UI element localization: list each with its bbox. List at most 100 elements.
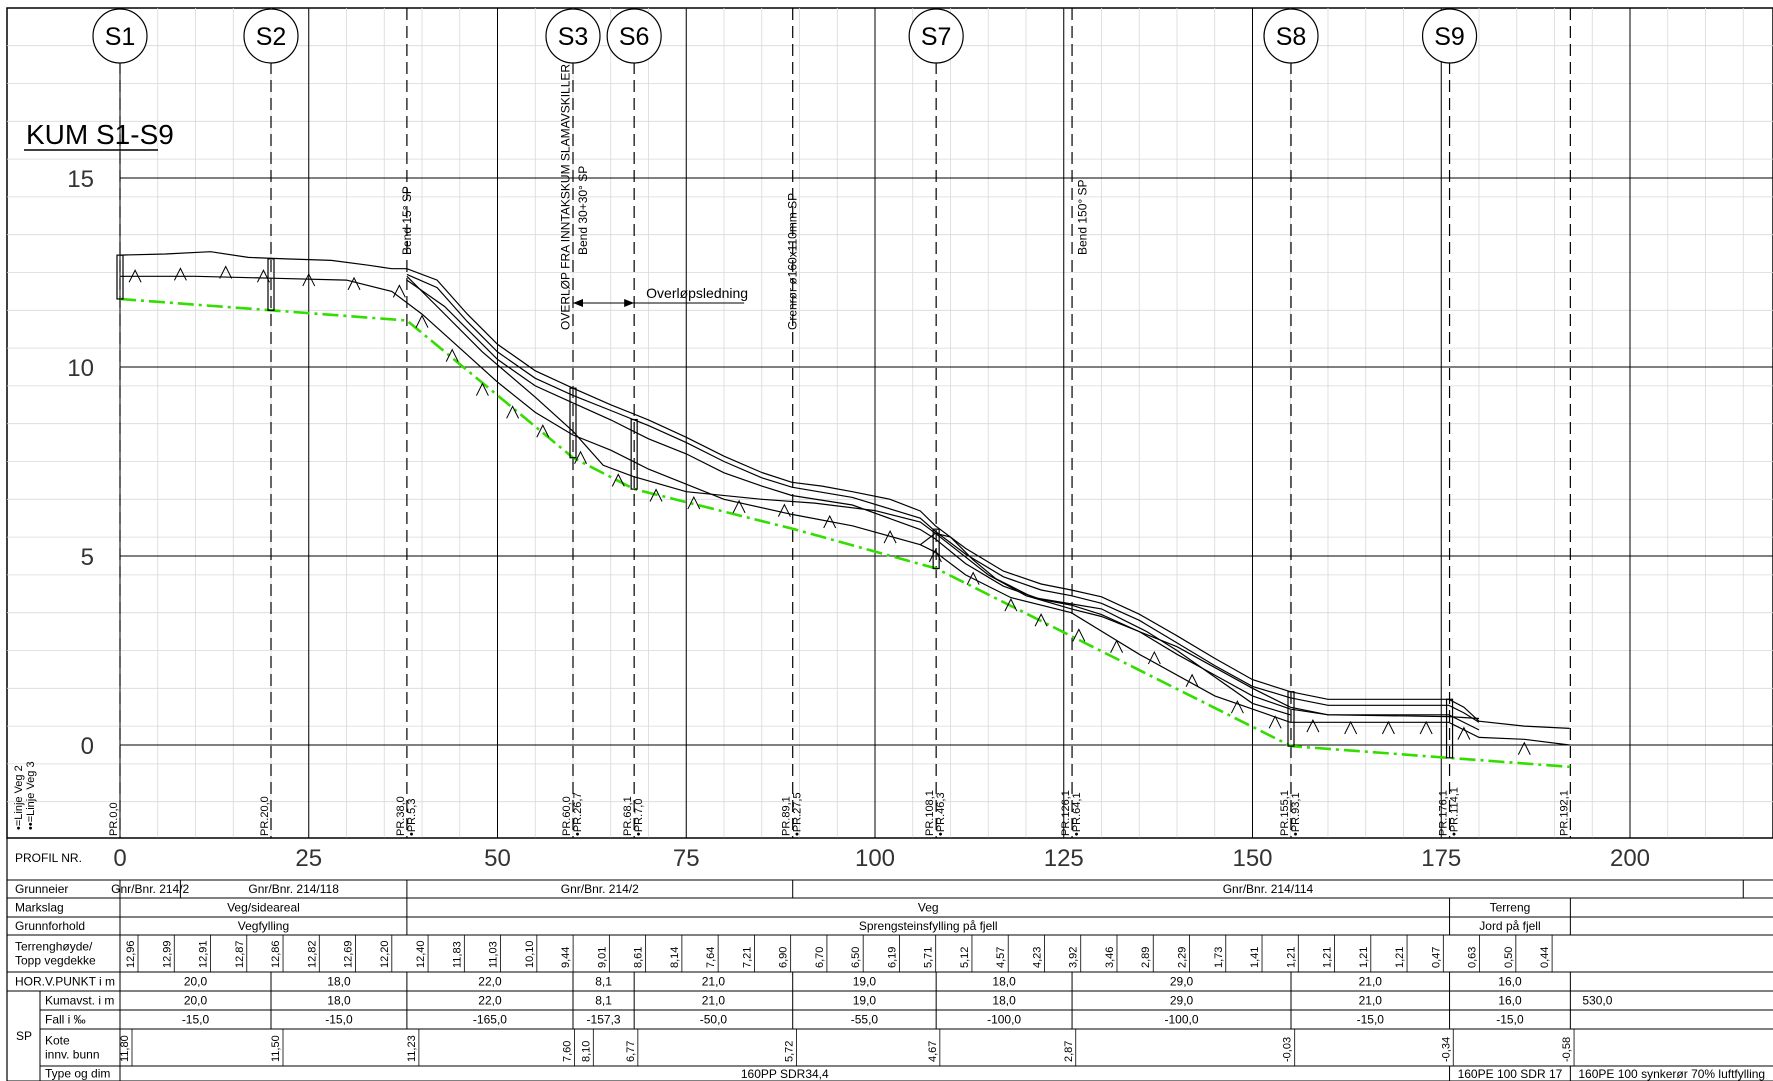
terrain-value: 6,50 — [850, 947, 862, 968]
fill-hatch-mark — [475, 382, 489, 396]
kote-value: 11,50 — [270, 1035, 282, 1062]
fall-cell: -55,0 — [851, 1013, 879, 1027]
manhole-circle — [545, 8, 601, 64]
profile-point-label: PR.60,0 — [561, 796, 573, 836]
kumavst-cell: 8,1 — [595, 994, 612, 1008]
terrain-value: 12,82 — [306, 940, 318, 968]
terrain-value: 0,63 — [1467, 947, 1479, 968]
table-row-label: Kote — [45, 1034, 70, 1048]
fill-hatch-mark — [611, 473, 625, 487]
table-row-label: Type og dim — [45, 1067, 110, 1081]
terrain-value: 12,91 — [198, 940, 210, 968]
grunnforhold-cell: Vegfylling — [238, 919, 289, 933]
fill-hatch-mark — [1110, 639, 1124, 653]
manhole-body — [1287, 691, 1295, 747]
kote-value: -0,34 — [1440, 1037, 1452, 1062]
terrain-value: 4,23 — [1031, 947, 1043, 968]
series-road-surface — [119, 251, 1570, 729]
fill-hatch-mark — [649, 488, 663, 502]
terrain-value: 3,46 — [1104, 947, 1116, 968]
manhole-label: S6 — [619, 23, 650, 51]
fill-hatch-mark — [1344, 720, 1358, 735]
series-sub-layer-1 — [120, 275, 1570, 746]
terrain-value: 1,21 — [1358, 947, 1370, 968]
profile-point-label: PR.108,1 — [924, 790, 936, 836]
terrain-value: 1,21 — [1285, 947, 1297, 968]
table-row-label: Fall i ‰ — [45, 1013, 86, 1027]
hor-v-punkt-cell: 18,0 — [327, 975, 351, 989]
kote-value: 11,23 — [406, 1035, 418, 1062]
terrain-value: 12,40 — [415, 940, 427, 968]
series-terrain-existing — [919, 532, 1291, 716]
terrain-value: 12,96 — [125, 940, 137, 968]
kote-value: -0,03 — [1282, 1037, 1294, 1062]
markslag-cell: Veg — [918, 901, 939, 915]
fill-hatch-mark — [536, 424, 550, 438]
kote-value: 2,87 — [1063, 1041, 1075, 1062]
x-tick-label: 0 — [113, 845, 126, 872]
fill-hatch-mark — [219, 265, 233, 279]
profile-point-label: •PR.27,5 — [792, 792, 804, 836]
kote-value: 6,77 — [625, 1041, 637, 1062]
fall-cell: -15,0 — [325, 1013, 353, 1027]
profile-point-label: PR.176,1 — [1438, 790, 1450, 836]
terrain-value: 2,89 — [1140, 947, 1152, 968]
x-tick-label: 200 — [1610, 845, 1650, 872]
table-row-label: Terrenghøyde/ — [15, 940, 93, 954]
manhole-body — [569, 387, 577, 459]
kumavst-cell: 20,0 — [184, 994, 208, 1008]
grunneier-cell: Gnr/Bnr. 214/2 — [561, 882, 639, 896]
legend-line: •=Linje Veg 2 — [13, 765, 25, 830]
series-road-layer-3 — [406, 279, 1480, 731]
terrain-value: 7,64 — [705, 947, 717, 968]
fill-hatch-mark — [687, 495, 701, 510]
fill-hatch-mark — [574, 450, 587, 464]
kumavst-cell: 21,0 — [702, 994, 726, 1008]
terrain-value: 1,73 — [1213, 947, 1225, 968]
series-road-layer-2 — [406, 273, 1480, 723]
x-tick-label: 50 — [484, 845, 511, 872]
fill-hatch-mark — [1381, 720, 1395, 735]
table-row-label: HOR.V.PUNKT i m — [15, 975, 115, 989]
manhole-body — [267, 258, 275, 311]
table-row-label: Kumavst. i m — [45, 994, 114, 1008]
manhole-circle — [606, 8, 662, 64]
fill-hatch-mark — [823, 514, 837, 529]
type-dim-cell: 160PE 100 SDR 17 — [1458, 1067, 1563, 1081]
fill-hatch-mark — [1072, 628, 1086, 642]
kumavst-total: 530,0 — [1582, 994, 1612, 1008]
terrain-value: 10,10 — [524, 940, 536, 968]
markslag-cell: Terreng — [1490, 901, 1531, 915]
terrain-value: 12,20 — [379, 940, 391, 968]
x-tick-label: 150 — [1232, 845, 1272, 872]
overflow-label: Overløpsledning — [646, 285, 748, 301]
terrain-value: 11,03 — [488, 941, 500, 968]
y-tick-label: 10 — [67, 355, 94, 382]
hor-v-punkt-cell: 22,0 — [478, 975, 502, 989]
fill-hatch-mark — [128, 269, 142, 283]
type-dim-cell: 160PP SDR34,4 — [741, 1067, 829, 1081]
terrain-value: 5,12 — [959, 947, 971, 968]
grunneier-cell: Gnr/Bnr. 214/118 — [248, 882, 339, 896]
fill-hatch-mark — [392, 284, 406, 298]
terrain-value: 3,92 — [1068, 947, 1080, 968]
series-sub-layer-2 — [406, 275, 1480, 720]
terrain-value: 0,50 — [1503, 947, 1515, 968]
fall-cell: -50,0 — [700, 1013, 728, 1027]
grunneier-cell: Gnr/Bnr. 214/114 — [1223, 882, 1314, 896]
terrain-value: 1,21 — [1394, 947, 1406, 968]
x-tick-label: 100 — [855, 845, 895, 872]
terrain-value: 6,19 — [886, 947, 898, 968]
profile-point-label: PR.192,1 — [1558, 790, 1570, 836]
fill-hatch-mark — [1185, 673, 1199, 687]
fall-cell: -15,0 — [182, 1013, 210, 1027]
series-pipe-invert — [119, 297, 1571, 769]
fall-cell: -100,0 — [987, 1013, 1021, 1027]
terrain-value: 7,21 — [741, 947, 753, 968]
terrain-value: 1,41 — [1249, 947, 1261, 968]
hor-v-punkt-cell: 21,0 — [702, 975, 726, 989]
hor-v-punkt-cell: 19,0 — [853, 975, 877, 989]
kote-value: 7,60 — [561, 1041, 573, 1062]
terrain-value: 9,01 — [596, 947, 608, 968]
